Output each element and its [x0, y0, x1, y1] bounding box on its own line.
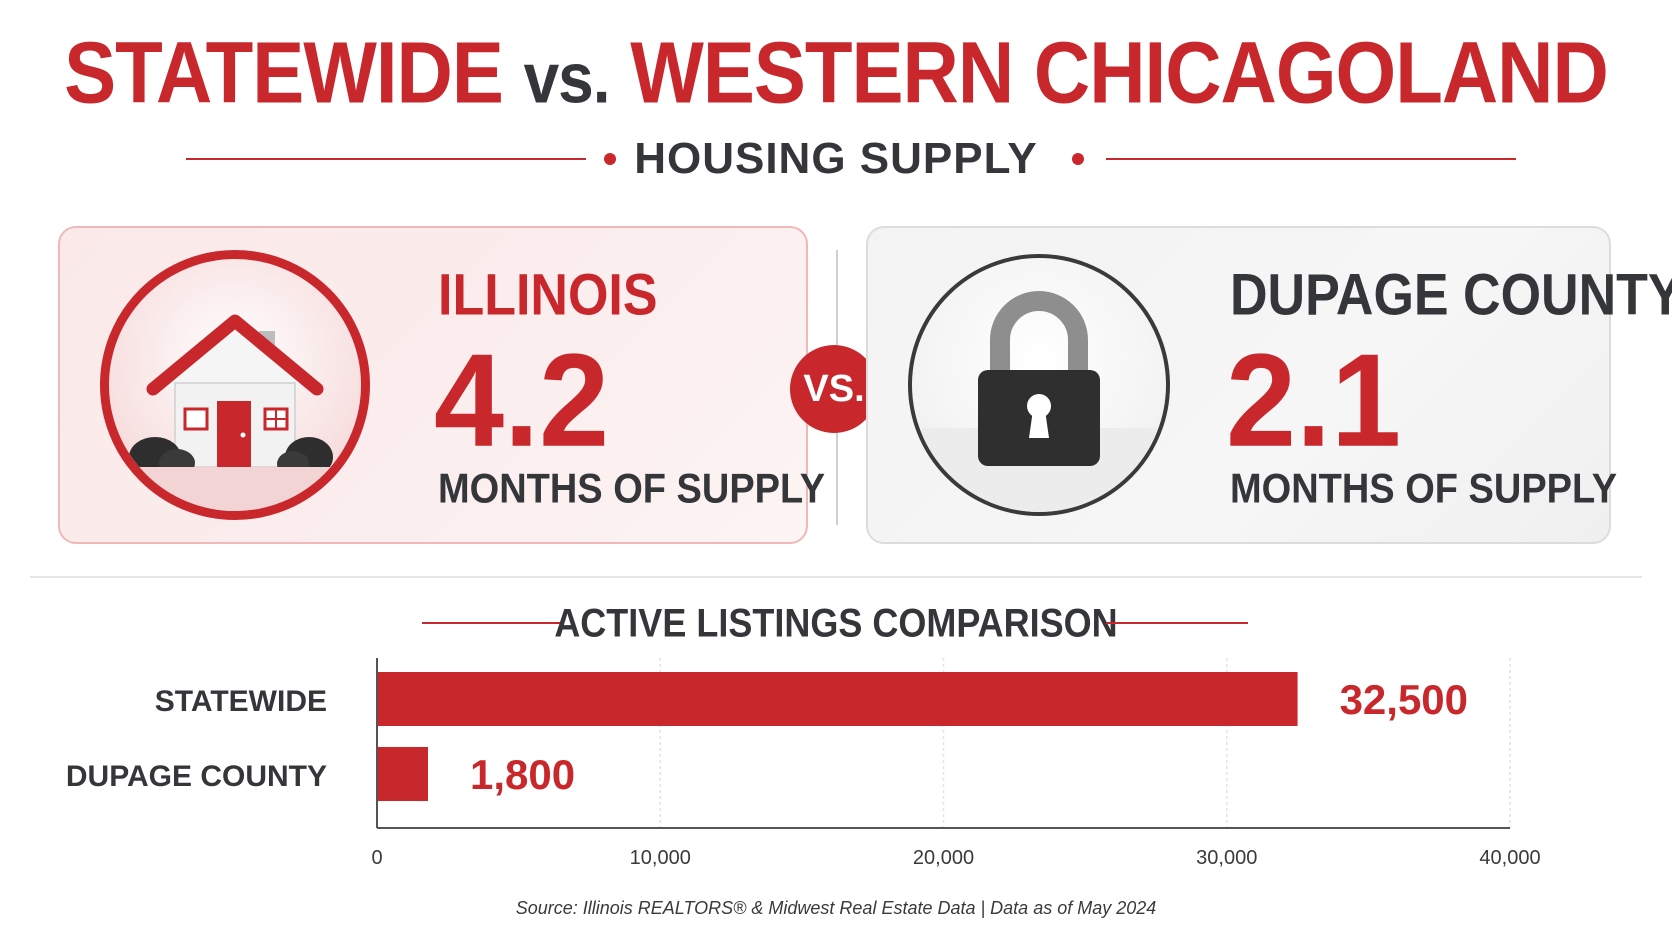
x-tick-label: 30,000 [1196, 847, 1257, 869]
x-tick-label: 20,000 [913, 847, 974, 869]
category-label: DUPAGE COUNTY [66, 760, 327, 793]
illinois-heading: ILLINOIS [438, 263, 658, 329]
padlock-icon [908, 254, 1170, 516]
bar [377, 747, 428, 801]
source-note: Source: Illinois REALTORS® & Midwest Rea… [515, 898, 1157, 918]
subtitle-left-line [186, 158, 586, 160]
dupage-heading: DUPAGE COUNTY [1230, 263, 1672, 329]
bar [377, 672, 1298, 726]
chart-title-right-line [1106, 622, 1248, 624]
illinois-label: MONTHS OF SUPPLY [438, 466, 826, 513]
house-icon [100, 250, 370, 520]
illinois-value: 4.2 [434, 326, 610, 475]
title-statewide: STATEWIDE [64, 23, 504, 122]
subtitle-row: HOUSING SUPPLY [0, 128, 1672, 188]
value-label: 32,500 [1340, 676, 1468, 723]
subtitle-left-dot [604, 153, 616, 165]
section-divider [30, 576, 1642, 578]
value-label: 1,800 [470, 751, 575, 798]
chart-title-left-line [422, 622, 562, 624]
vs-badge: VS. [790, 345, 878, 433]
active-listings-chart: STATEWIDE 32,500 DUPAGE COUNTY 1,800 0 10,000… [66, 658, 1541, 869]
page-title: STATEWIDE vs. WESTERN CHICAGOLAND [0, 22, 1672, 124]
x-tick-label: 0 [371, 847, 382, 869]
category-label: STATEWIDE [155, 685, 327, 718]
x-tick-label: 10,000 [630, 847, 691, 869]
x-tick-label: 40,000 [1479, 847, 1540, 869]
dupage-label: MONTHS OF SUPPLY [1230, 466, 1618, 513]
dupage-value: 2.1 [1226, 326, 1402, 475]
title-vs: vs. [523, 37, 611, 119]
title-western-chicagoland: WESTERN CHICAGOLAND [630, 23, 1609, 122]
subtitle-right-dot [1072, 153, 1084, 165]
subtitle-right-line [1106, 158, 1516, 160]
chart-title: ACTIVE LISTINGS COMPARISON [554, 600, 1118, 646]
subtitle: HOUSING SUPPLY [634, 134, 1038, 183]
